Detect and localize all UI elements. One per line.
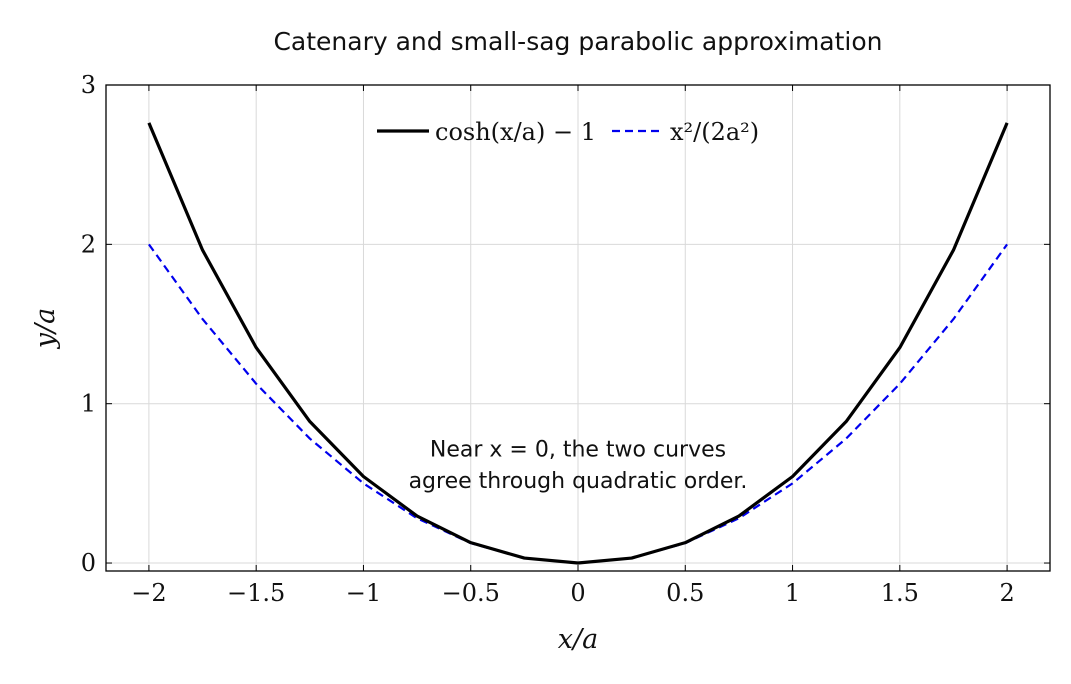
legend: cosh(x/a) − 1 x²/(2a²) <box>377 118 759 146</box>
y-tick-label: 0 <box>81 549 96 577</box>
y-tick-label: 3 <box>81 71 96 99</box>
y-tick-label: 1 <box>81 390 96 418</box>
x-axis-label: x/a <box>558 624 598 655</box>
x-tick-label: 0.5 <box>666 579 704 607</box>
y-axis-label: y/a <box>30 308 61 349</box>
x-tick-label: −1.5 <box>227 579 285 607</box>
annotation-line-1: Near x = 0, the two curves <box>430 437 726 462</box>
annotation: Near x = 0, the two curves agree through… <box>409 437 748 494</box>
x-tick-label: −2 <box>131 579 166 607</box>
curves <box>147 122 1009 565</box>
grid <box>106 84 1050 571</box>
x-tick-label: −1 <box>346 579 381 607</box>
x-tick-label: 2 <box>999 579 1014 607</box>
legend-label-catenary: cosh(x/a) − 1 <box>435 118 596 146</box>
series-line-parabola <box>148 243 1008 565</box>
legend-label-parabola: x²/(2a²) <box>670 118 759 146</box>
x-tick-label: 1.5 <box>881 579 919 607</box>
x-tick-label: −0.5 <box>442 579 500 607</box>
ticks: −2 −1.5 −1 −0.5 0 0.5 1 1.5 2 0 1 2 3 <box>81 71 1050 607</box>
x-tick-label: 0 <box>570 579 585 607</box>
series-line-catenary <box>147 122 1009 565</box>
chart-title: Catenary and small-sag parabolic approxi… <box>273 27 882 56</box>
x-tick-label: 1 <box>785 579 800 607</box>
y-tick-label: 2 <box>81 230 96 258</box>
annotation-line-2: agree through quadratic order. <box>409 469 748 494</box>
